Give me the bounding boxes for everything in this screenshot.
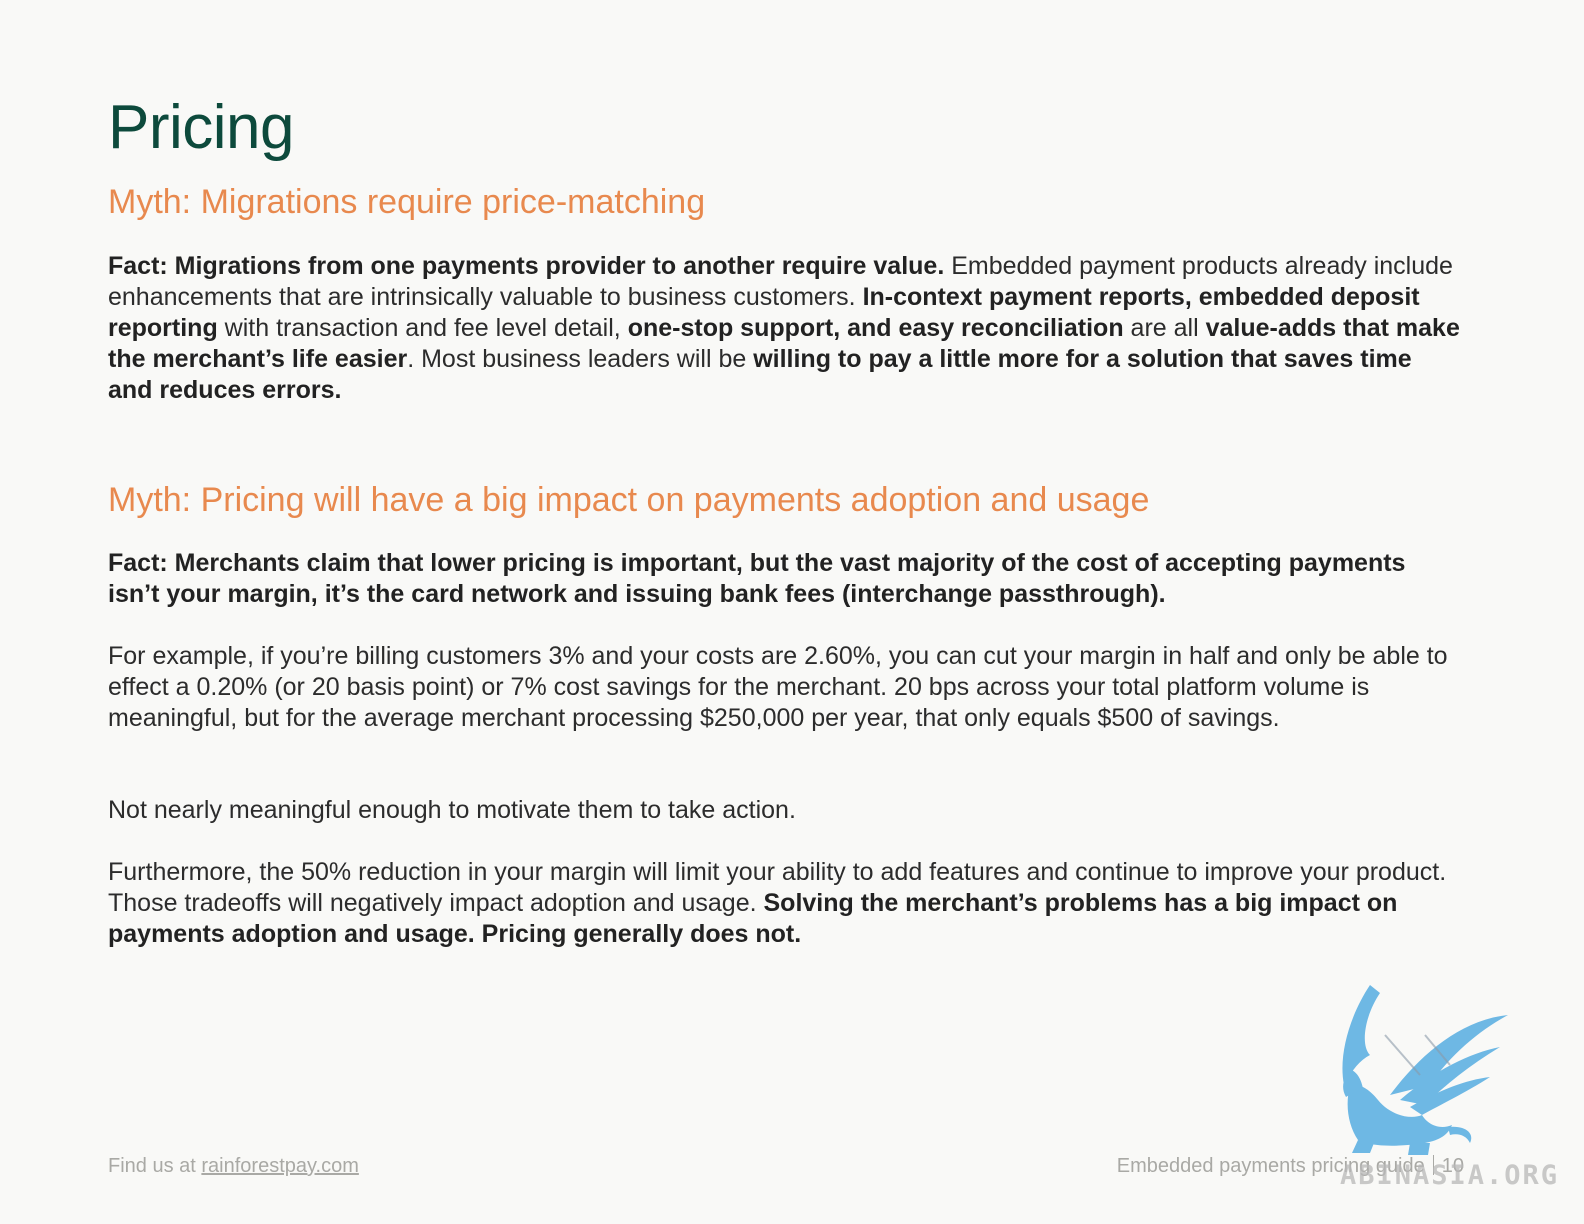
not-meaningful-paragraph: Not nearly meaningful enough to motivate… — [108, 795, 1463, 826]
watermark-text: ABINASIA.ORG — [1340, 1160, 1560, 1191]
body-text: are all — [1123, 314, 1206, 342]
body-text: . Most business leaders will be — [407, 345, 754, 373]
footer-page-number: 10 — [1441, 1155, 1464, 1177]
body-text: Furthermore, the 50% reduction in your m… — [108, 858, 1447, 917]
fact-paragraph-merchants: Fact: Merchants claim that lower pricing… — [108, 548, 1463, 610]
footer-divider — [1432, 1155, 1434, 1175]
emphasis-text: Solving the merchant’s problems has a bi… — [108, 889, 1398, 948]
footer-guide-title: Embedded payments pricing guide — [1116, 1155, 1425, 1177]
body-text: Embedded payment products already includ… — [108, 252, 1453, 311]
emphasis-text: value-adds that make the merchant’s life… — [108, 314, 1460, 373]
body-text: Not nearly meaningful enough to motivate… — [108, 796, 796, 824]
emphasis-text: one-stop support, and easy reconciliatio… — [627, 314, 1124, 342]
body-text: For example, if you’re billing customers… — [108, 642, 1448, 732]
furthermore-paragraph: Furthermore, the 50% reduction in your m… — [108, 857, 1463, 950]
body-text: with transaction and fee level detail, — [217, 314, 628, 342]
example-paragraph: For example, if you’re billing customers… — [108, 641, 1463, 734]
footer-find-us: Find us at rainforestpay.com — [108, 1155, 359, 1178]
page-title: Pricing — [108, 93, 295, 162]
emphasis-text: Fact: Merchants claim that lower pricing… — [108, 549, 1406, 608]
watermark-griffin-icon — [1342, 985, 1508, 1155]
emphasis-text: Fact: Migrations from one payments provi… — [108, 252, 945, 280]
emphasis-text: In-context payment reports, embedded dep… — [108, 283, 1420, 342]
footer-website-link[interactable]: rainforestpay.com — [201, 1155, 359, 1177]
footer-guide-info: Embedded payments pricing guide 10 — [1117, 1155, 1464, 1178]
myth-heading-pricing-impact: Myth: Pricing will have a big impact on … — [108, 481, 1150, 519]
myth-heading-price-matching: Myth: Migrations require price-matching — [108, 183, 706, 221]
footer-find-us-prefix: Find us at — [108, 1155, 202, 1177]
fact-paragraph-migrations: Fact: Migrations from one payments provi… — [108, 251, 1463, 406]
emphasis-text: willing to pay a little more for a solut… — [108, 345, 1412, 404]
